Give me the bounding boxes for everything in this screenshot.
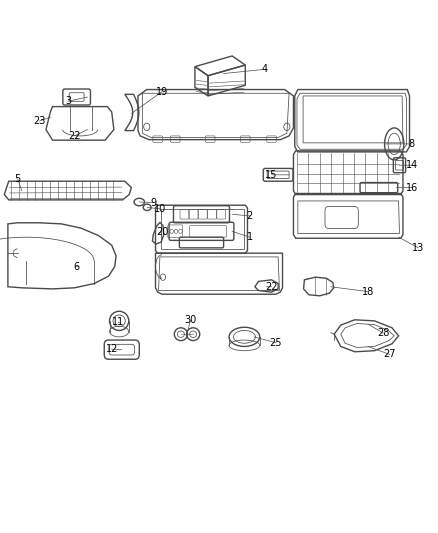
Text: 11: 11: [112, 318, 124, 327]
Text: 22: 22: [265, 282, 278, 292]
Text: 9: 9: [150, 198, 156, 207]
Text: 1: 1: [247, 232, 253, 242]
Text: 5: 5: [14, 174, 21, 183]
Text: 8: 8: [409, 139, 415, 149]
Text: 20: 20: [156, 227, 168, 237]
Text: 15: 15: [265, 170, 278, 180]
Text: 16: 16: [406, 183, 418, 192]
Text: 6: 6: [74, 262, 80, 271]
Text: 22: 22: [68, 131, 81, 141]
Text: 2: 2: [247, 211, 253, 221]
Text: 25: 25: [270, 338, 282, 348]
Text: 12: 12: [106, 344, 118, 354]
Text: 13: 13: [412, 243, 424, 253]
Text: 14: 14: [406, 160, 418, 170]
Text: 30: 30: [184, 315, 197, 325]
Text: 18: 18: [362, 287, 374, 296]
Text: 3: 3: [65, 96, 71, 106]
Text: 28: 28: [377, 328, 389, 338]
Text: 23: 23: [33, 116, 46, 126]
Text: 4: 4: [262, 64, 268, 74]
Text: 10: 10: [154, 204, 166, 214]
Text: 19: 19: [156, 87, 168, 96]
Text: 27: 27: [384, 350, 396, 359]
